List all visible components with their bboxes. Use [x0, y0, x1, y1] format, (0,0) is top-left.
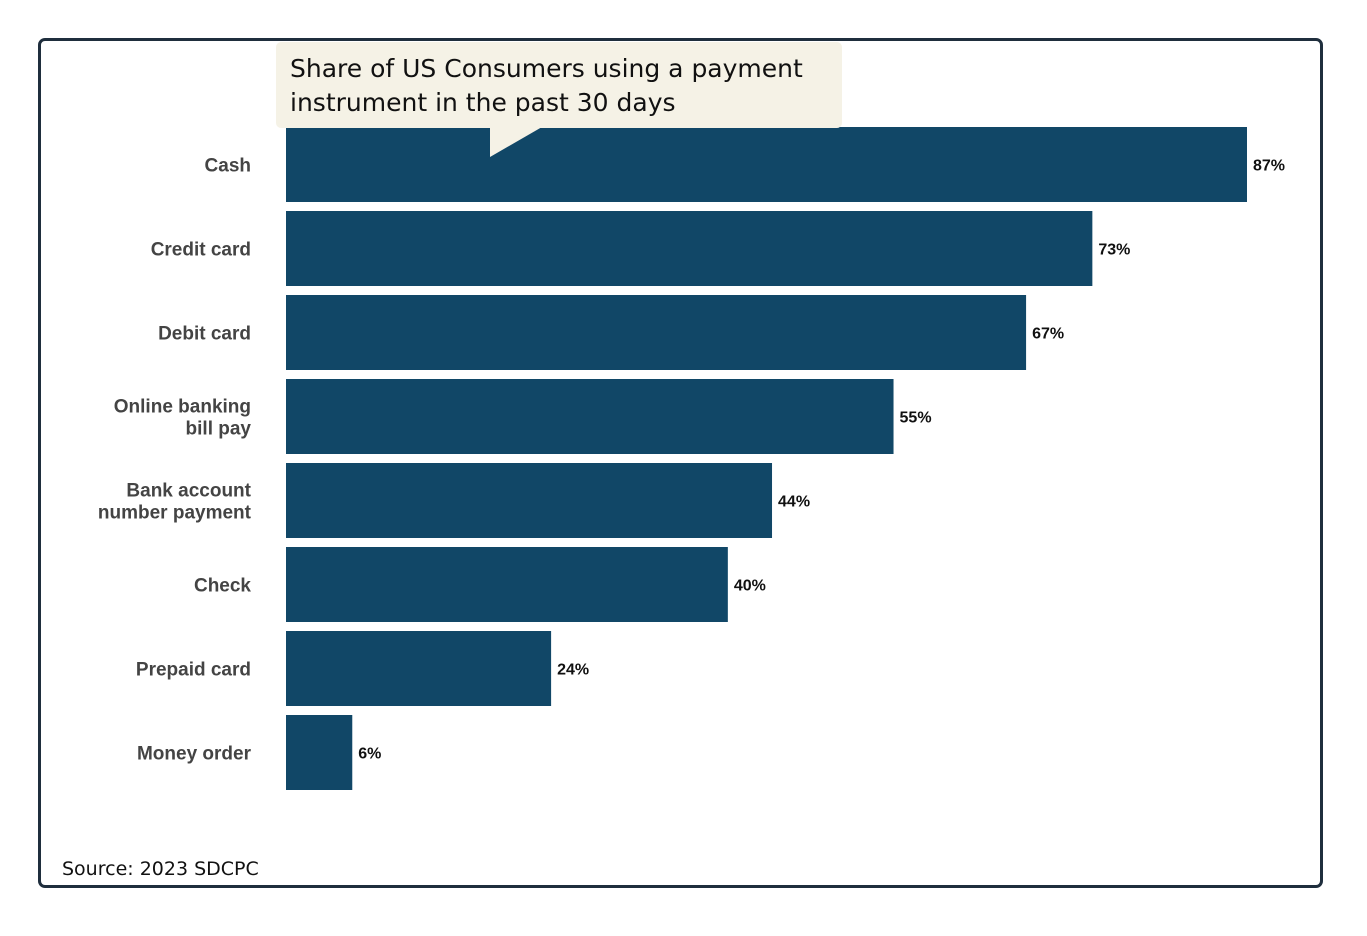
bar-4 [286, 463, 773, 538]
bar-7 [286, 715, 353, 790]
bar-2 [286, 295, 1027, 370]
value-label-2: 67% [1032, 326, 1064, 343]
bar-6 [286, 631, 552, 706]
value-label-0: 87% [1253, 158, 1285, 175]
callout-pointer [490, 127, 542, 157]
category-label-0: Cash [205, 156, 251, 177]
category-label-6: Prepaid card [136, 660, 251, 681]
value-label-7: 6% [358, 746, 381, 763]
category-label-7: Money order [137, 744, 252, 765]
category-label-3: Online banking bill pay [114, 397, 252, 440]
value-labels: 87% 73% 67% 55% 44% 40% 24% 6% [358, 158, 1285, 763]
value-label-4: 44% [778, 494, 810, 511]
category-labels: Cash Credit card Debit card Online banking b… [98, 156, 252, 765]
bar-1 [286, 211, 1093, 286]
callout-line-1: Share of US Consumers using a payment [290, 54, 803, 83]
value-label-1: 73% [1098, 242, 1130, 259]
value-label-3: 55% [900, 410, 932, 427]
bar-5 [286, 547, 728, 622]
callout-line-2: instrument in the past 30 days [290, 88, 676, 117]
chart-title-callout: Share of US Consumers using a payment in… [276, 42, 842, 128]
category-label-1: Credit card [151, 240, 251, 261]
source-note: Source: 2023 SDCPC [62, 858, 259, 880]
bar-3 [286, 379, 894, 454]
category-label-5: Check [194, 576, 251, 597]
bar-0 [286, 127, 1247, 202]
value-label-6: 24% [557, 662, 589, 679]
category-label-4: Bank account number payment [98, 481, 252, 524]
category-label-2: Debit card [158, 324, 251, 345]
value-label-5: 40% [734, 578, 766, 595]
bars-group [286, 127, 1247, 790]
